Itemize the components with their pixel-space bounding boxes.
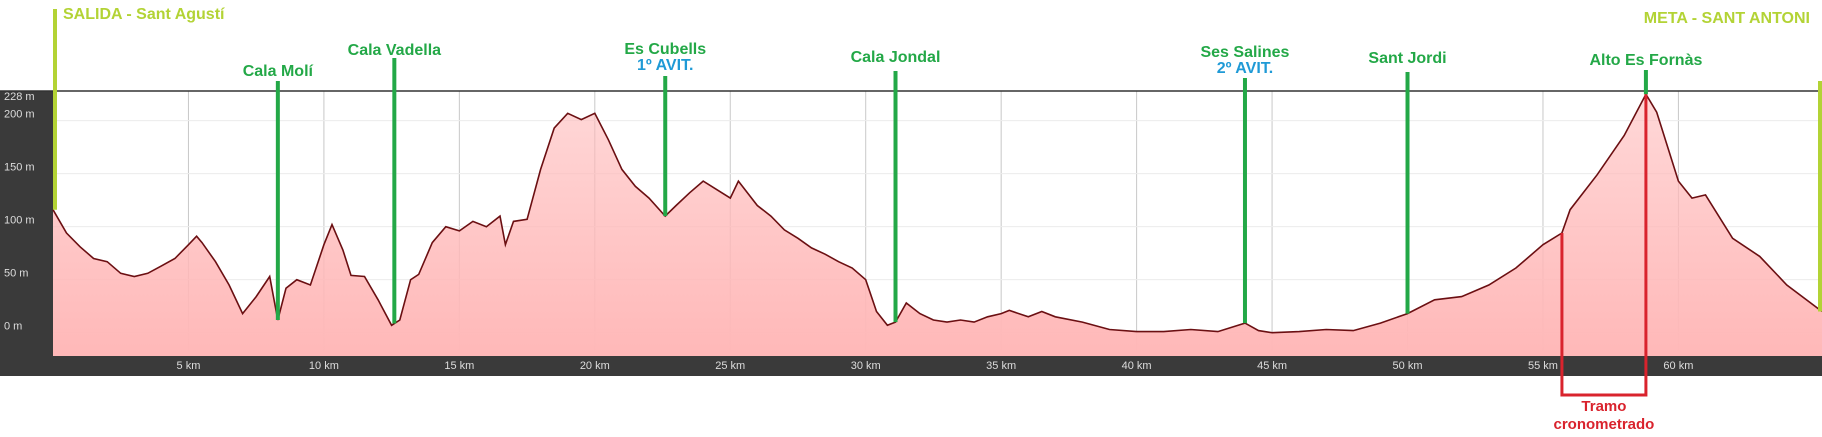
waypoint-label: Es Cubells: [624, 41, 706, 58]
x-tick-label: 30 km: [851, 360, 881, 372]
aid-station-label: 2º AVIT.: [1217, 60, 1274, 77]
y-tick-label: 228 m: [4, 91, 35, 103]
elevation-line: [52, 92, 1822, 334]
waypoint-label: Cala Molí: [243, 63, 314, 80]
y-tick-label: 0 m: [4, 321, 22, 333]
x-tick-label: 5 km: [177, 360, 201, 372]
elevation-area: [53, 94, 1822, 356]
segment-label: cronometrado: [1553, 416, 1654, 433]
x-axis-band: [0, 356, 1822, 376]
x-tick-label: 25 km: [715, 360, 745, 372]
x-tick-label: 35 km: [986, 360, 1016, 372]
x-tick-label: 55 km: [1528, 360, 1558, 372]
x-tick-label: 10 km: [309, 360, 339, 372]
x-tick-label: 15 km: [444, 360, 474, 372]
y-tick-label: 200 m: [4, 109, 35, 121]
x-tick-label: 45 km: [1257, 360, 1287, 372]
y-tick-label: 150 m: [4, 162, 35, 174]
waypoint-label: SALIDA - Sant Agustí: [63, 6, 225, 23]
segment-label: Tramo: [1581, 398, 1626, 415]
waypoint-label: META - SANT ANTONI: [1644, 10, 1810, 27]
timed-segment: [1560, 91, 1648, 397]
y-tick-label: 100 m: [4, 215, 35, 227]
waypoint-label: Ses Salines: [1200, 44, 1289, 61]
x-tick-label: 20 km: [580, 360, 610, 372]
aid-station-label: 1º AVIT.: [637, 57, 694, 74]
y-axis-band: [0, 91, 53, 376]
waypoint-label: Cala Jondal: [851, 49, 941, 66]
x-tick-label: 60 km: [1663, 360, 1693, 372]
waypoint-label: Alto Es Fornàs: [1589, 52, 1702, 69]
waypoint-label: Sant Jordi: [1368, 50, 1446, 67]
x-tick-label: 50 km: [1393, 360, 1423, 372]
waypoint-label: Cala Vadella: [348, 42, 441, 59]
x-tick-label: 40 km: [1122, 360, 1152, 372]
y-tick-label: 50 m: [4, 268, 28, 280]
